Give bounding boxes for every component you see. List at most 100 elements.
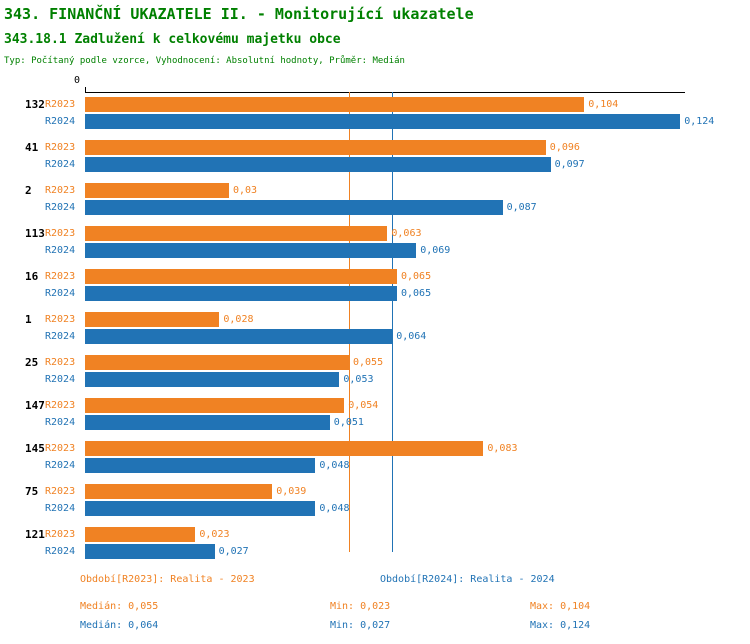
category-label: 75 [25,485,39,498]
series-label-r2024: R2024 [45,116,76,127]
plot-area: 0,053 [85,372,750,387]
bar-row: 41 R2023 0,096 [0,139,750,156]
bar-group: 1 R2023 0,028 R2024 0,064 [0,311,750,345]
bar-row: R2024 0,053 [0,371,750,388]
legend-median-2023: Medián: 0,055 [80,601,159,612]
bar-r2023 [85,398,345,413]
plot-area: 0,027 [85,544,750,559]
bar-r2024 [85,200,503,215]
series-label-r2023: R2023 [45,486,76,497]
axis-line [85,92,685,93]
value-label: 0,027 [218,546,249,557]
series-label-r2024: R2024 [45,331,76,342]
value-label: 0,055 [353,357,384,368]
series-label-r2023: R2023 [45,443,76,454]
value-label: 0,096 [549,142,580,153]
bar-group: 132 R2023 0,104 R2024 0,124 [0,96,750,130]
series-label-r2023: R2023 [45,185,76,196]
bar-row: R2024 0,027 [0,543,750,560]
value-label: 0,03 [233,185,258,196]
bar-row: R2024 0,069 [0,242,750,259]
series-label-r2024: R2024 [45,288,76,299]
bar-r2024 [85,544,215,559]
legend-period-2024: Období[R2024]: Realita - 2024 [380,574,555,585]
indicator-subtitle: 343.18.1 Zadlužení k celkovému majetku o… [4,32,341,47]
axis-zero-label: 0 [74,75,81,86]
bar-r2023 [85,312,220,327]
chart-legend: Období[R2023]: Realita - 2023 Období[R20… [80,574,750,631]
axis-tick [85,87,86,92]
bar-r2024 [85,501,316,516]
bar-row: R2024 0,048 [0,457,750,474]
series-label-r2023: R2023 [45,99,76,110]
plot-area: 0,03 [85,183,750,198]
bar-row: 132 R2023 0,104 [0,96,750,113]
series-label-r2023: R2023 [45,357,76,368]
plot-area: 0,069 [85,243,750,258]
plot-area: 0,055 [85,355,750,370]
bar-row: 113 R2023 0,063 [0,225,750,242]
bar-row: R2024 0,124 [0,113,750,130]
bar-r2023 [85,355,349,370]
bar-r2024 [85,114,681,129]
value-label: 0,023 [199,529,230,540]
legend-min-2024: Min: 0,027 [330,620,391,631]
series-label-r2024: R2024 [45,159,76,170]
plot-area: 0,039 [85,484,750,499]
plot-area: 0,048 [85,501,750,516]
bar-group: 113 R2023 0,063 R2024 0,069 [0,225,750,259]
bar-r2024 [85,157,551,172]
value-label: 0,054 [348,400,379,411]
series-label-r2024: R2024 [45,546,76,557]
category-label: 145 [25,442,45,455]
bar-row: R2024 0,064 [0,328,750,345]
bar-row: 1 R2023 0,028 [0,311,750,328]
plot-area: 0,048 [85,458,750,473]
value-label: 0,069 [420,245,451,256]
plot-area: 0,023 [85,527,750,542]
bar-r2024 [85,243,417,258]
series-label-r2023: R2023 [45,314,76,325]
bar-row: R2024 0,051 [0,414,750,431]
bar-r2023 [85,226,388,241]
bar-r2023 [85,484,273,499]
series-label-r2024: R2024 [45,202,76,213]
plot-area: 0,083 [85,441,750,456]
series-label-r2023: R2023 [45,228,76,239]
category-label: 25 [25,356,39,369]
series-label-r2024: R2024 [45,417,76,428]
plot-area: 0,051 [85,415,750,430]
plot-area: 0,065 [85,286,750,301]
bar-group: 41 R2023 0,096 R2024 0,097 [0,139,750,173]
legend-stats-2024: Medián: 0,064 Min: 0,027 Max: 0,124 [80,620,750,631]
value-label: 0,051 [333,417,364,428]
median-2023-line [349,92,350,552]
legend-stats-2023: Medián: 0,055 Min: 0,023 Max: 0,104 [80,601,750,612]
series-label-r2023: R2023 [45,529,76,540]
report-header: 343. FINANČNÍ UKAZATELE II. - Monitorují… [0,0,750,66]
value-label: 0,104 [588,99,619,110]
report-title: 343. FINANČNÍ UKAZATELE II. - Monitorují… [4,5,474,23]
bar-r2023 [85,140,546,155]
bar-row: R2024 0,065 [0,285,750,302]
value-label: 0,097 [554,159,585,170]
bar-group: 75 R2023 0,039 R2024 0,048 [0,483,750,517]
legend-min-2023: Min: 0,023 [330,601,391,612]
bar-r2024 [85,415,330,430]
bar-r2024 [85,458,316,473]
category-label: 16 [25,270,39,283]
series-label-r2024: R2024 [45,374,76,385]
plot-area: 0,063 [85,226,750,241]
bar-r2023 [85,527,196,542]
bar-r2024 [85,372,340,387]
plot-area: 0,065 [85,269,750,284]
series-label-r2023: R2023 [45,271,76,282]
plot-area: 0,124 [85,114,750,129]
value-label: 0,064 [396,331,427,342]
series-label-r2024: R2024 [45,245,76,256]
bar-row: 121 R2023 0,023 [0,526,750,543]
plot-area: 0,096 [85,140,750,155]
legend-max-2024: Max: 0,124 [530,620,591,631]
legend-median-2024: Medián: 0,064 [80,620,159,631]
series-label-r2023: R2023 [45,400,76,411]
